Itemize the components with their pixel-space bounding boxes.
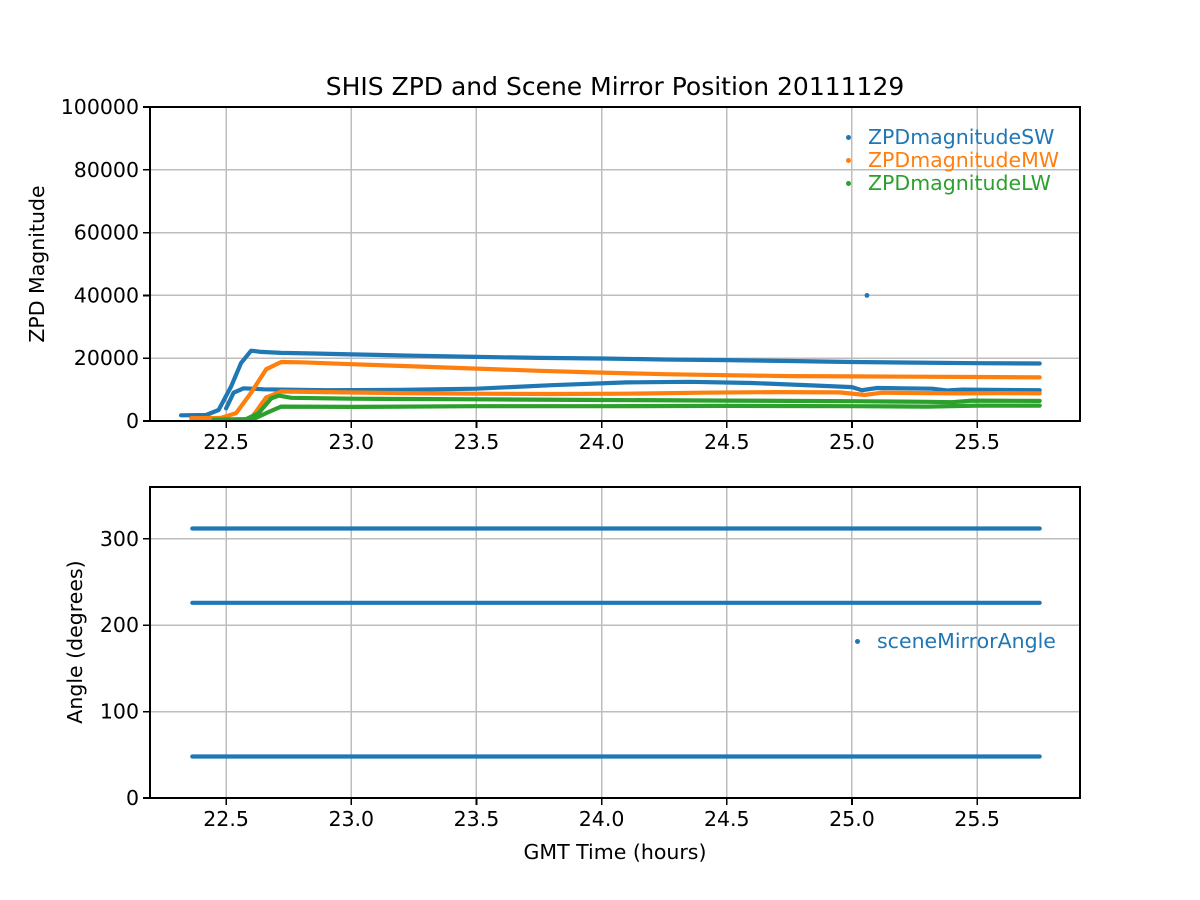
x-tick-label: 22.5 (203, 807, 249, 831)
y-tick-label: 0 (126, 786, 139, 810)
legend-label: ZPDmagnitudeMW (868, 148, 1060, 173)
x-tick-label: 24.5 (704, 807, 750, 831)
x-tick-label: 24.0 (579, 430, 625, 454)
legend-marker-dot-icon (846, 135, 851, 141)
data-series-ZPDmagnitudeMW (189, 359, 1042, 421)
y-tick-label: 100 (100, 700, 139, 724)
legend-marker-dot-icon (846, 181, 851, 187)
x-axis-label: GMT Time (hours) (523, 840, 707, 864)
legend-marker-dot-icon (846, 158, 851, 164)
data-series-ZPDmagnitudeSW (178, 348, 1042, 418)
bottom-y-axis-label: Angle (degrees) (63, 560, 87, 724)
legend-item: ZPDmagnitudeMW (838, 148, 1060, 173)
y-tick-label: 20000 (74, 346, 139, 370)
legend-item: ZPDmagnitudeLW (838, 172, 1059, 195)
legend-item: sceneMirrorAngle (847, 629, 1056, 653)
x-tick-label: 22.5 (203, 430, 249, 454)
top-y-axis-label: ZPD Magnitude (25, 185, 49, 343)
y-tick-label: 200 (100, 613, 139, 637)
legend-label: sceneMirrorAngle (877, 629, 1056, 653)
x-tick-label: 25.5 (954, 807, 1000, 831)
legend-label: ZPDmagnitudeSW (868, 125, 1055, 149)
x-tick-label: 23.5 (454, 807, 500, 831)
x-tick-label: 25.5 (954, 430, 1000, 454)
legend-label: ZPDmagnitudeLW (868, 171, 1051, 196)
x-tick-label: 23.0 (328, 430, 374, 454)
legend-bottom: sceneMirrorAngle (847, 629, 1056, 653)
y-tick-label: 100000 (61, 95, 139, 119)
x-tick-label: 23.5 (454, 430, 500, 454)
y-tick-label: 0 (126, 409, 139, 433)
data-series-ZPDmagnitudeMW (249, 389, 1042, 421)
y-tick-label: 300 (100, 527, 139, 551)
data-point-ZPDmagnitudeSW (864, 293, 870, 298)
figure-title: SHIS ZPD and Scene Mirror Position 20111… (325, 72, 905, 101)
x-tick-label: 23.0 (328, 807, 374, 831)
legend-item: ZPDmagnitudeSW (838, 125, 1059, 149)
x-tick-label: 24.0 (579, 807, 625, 831)
legend-marker-dot-icon (855, 639, 860, 645)
x-tick-label: 25.0 (829, 807, 875, 831)
axes-frame (149, 486, 1081, 799)
x-tick-label: 25.0 (829, 430, 875, 454)
data-series-ZPDmagnitudeLW (211, 393, 1042, 422)
y-tick-label: 80000 (74, 158, 139, 182)
y-tick-label: 40000 (74, 283, 139, 307)
x-tick-label: 24.5 (704, 430, 750, 454)
y-tick-label: 60000 (74, 221, 139, 245)
legend-top: ZPDmagnitudeSW ZPDmagnitudeMW ZPDmagnitude… (838, 125, 1060, 196)
data-series-ZPDmagnitudeLW (249, 403, 1042, 423)
axes-frame (149, 106, 1081, 422)
